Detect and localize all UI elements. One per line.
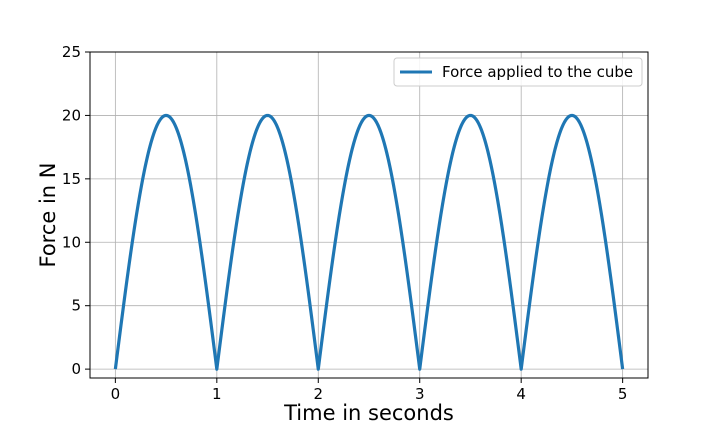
x-tick-label: 2 (313, 385, 323, 403)
x-tick-label: 5 (618, 385, 628, 403)
legend-label: Force applied to the cube (442, 63, 633, 81)
y-tick-label: 10 (62, 233, 81, 251)
y-tick-label: 0 (71, 360, 81, 378)
ticks: 0 1 2 3 4 5 0 5 10 15 20 25 (62, 43, 628, 403)
x-tick-label: 4 (516, 385, 526, 403)
legend: Force applied to the cube (393, 57, 643, 87)
x-tick-label: 1 (212, 385, 222, 403)
x-axis-label: Time in seconds (283, 401, 454, 425)
series-layer (113, 113, 625, 371)
y-axis-label: Force in N (36, 162, 60, 267)
legend-box (393, 57, 643, 87)
x-tick-label: 0 (111, 385, 121, 403)
grid (90, 51, 648, 378)
x-tick-label: 3 (415, 385, 425, 403)
y-tick-label: 20 (62, 106, 81, 124)
series-line (113, 113, 625, 371)
y-tick-label: 5 (71, 297, 81, 315)
y-tick-label: 15 (62, 170, 81, 188)
y-tick-label: 25 (62, 43, 81, 61)
plot-frame (89, 51, 649, 379)
